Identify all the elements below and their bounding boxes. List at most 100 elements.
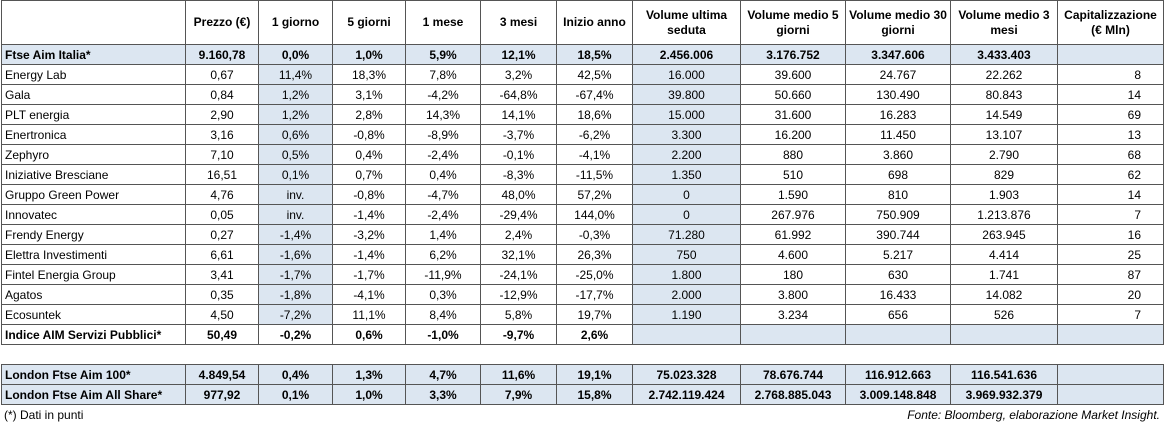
cell: -1,0%: [405, 324, 481, 345]
cell: 16.433: [845, 284, 951, 305]
cell: -0,8%: [332, 184, 406, 205]
header-row: Prezzo (€) 1 giorno 5 giorni 1 mese 3 mesi In…: [1, 0, 1164, 45]
spacer-cell: [405, 344, 481, 365]
cell: 14: [1057, 184, 1164, 205]
cell: 3,41: [185, 264, 259, 285]
cell: 1,0%: [332, 44, 406, 65]
cell: 50.660: [740, 84, 846, 105]
cell: -3,7%: [480, 124, 557, 145]
row-label: Zephyro: [1, 144, 186, 165]
cell: 16: [1057, 224, 1164, 245]
cell: 4.414: [950, 244, 1058, 265]
cell: 1.903: [950, 184, 1058, 205]
row-label: Elettra Investimenti: [1, 244, 186, 265]
cell: inv.: [258, 204, 333, 225]
row-label: Frendy Energy: [1, 224, 186, 245]
cell: 116.912.663: [845, 364, 951, 385]
cell: 25: [1057, 244, 1164, 265]
cell: 18,6%: [556, 104, 633, 125]
cell: 1,2%: [258, 104, 333, 125]
cell: -12,9%: [480, 284, 557, 305]
cell: 144,0%: [556, 204, 633, 225]
cell: 116.541.636: [950, 364, 1058, 385]
header-cell: Volume medio 5 giorni: [740, 0, 846, 45]
cell: 3,2%: [480, 64, 557, 85]
cell: -2,4%: [405, 204, 481, 225]
cell: 1.741: [950, 264, 1058, 285]
spacer-row: [1, 344, 1164, 365]
row-label: Innovatec: [1, 204, 186, 225]
cell: 1.190: [632, 304, 741, 325]
header-cell: [1, 0, 186, 45]
cell: 20: [1057, 284, 1164, 305]
cell: [1057, 384, 1164, 405]
cell: 3,3%: [405, 384, 481, 405]
table-row: PLT energia 2,90 1,2% 2,8% 14,3% 14,1% 18,6% 15…: [1, 104, 1164, 125]
cell: 11.450: [845, 124, 951, 145]
cell: 31.600: [740, 104, 846, 125]
cell: 14,1%: [480, 104, 557, 125]
cell: 39.800: [632, 84, 741, 105]
table-row: Frendy Energy 0,27 -1,4% -3,2% 1,4% 2,4% -0,3%…: [1, 224, 1164, 245]
cell: 87: [1057, 264, 1164, 285]
cell: 3.969.932.379: [950, 384, 1058, 405]
cell: -8,9%: [405, 124, 481, 145]
cell: 11,1%: [332, 304, 406, 325]
cell: -11,5%: [556, 164, 633, 185]
table-row: Zephyro 7,10 0,5% 0,4% -2,4% -0,1% -4,1% 2.200 8…: [1, 144, 1164, 165]
cell: 19,7%: [556, 304, 633, 325]
cell: 4.849,54: [185, 364, 259, 385]
cell: 1,4%: [405, 224, 481, 245]
cell: -6,2%: [556, 124, 633, 145]
source: Fonte: Bloomberg, elaborazione Market In…: [907, 408, 1160, 422]
cell: 3.347.606: [845, 44, 951, 65]
cell: 0,3%: [405, 284, 481, 305]
cell: [1057, 324, 1164, 345]
cell: -8,3%: [480, 164, 557, 185]
cell: 5,9%: [405, 44, 481, 65]
cell: 2,6%: [556, 324, 633, 345]
cell: -1,7%: [332, 264, 406, 285]
cell: [632, 324, 741, 345]
cell: 69: [1057, 104, 1164, 125]
cell: 75.023.328: [632, 364, 741, 385]
cell: 2,4%: [480, 224, 557, 245]
cell: 180: [740, 264, 846, 285]
cell: 2.742.119.424: [632, 384, 741, 405]
cell: -29,4%: [480, 204, 557, 225]
cell: [950, 324, 1058, 345]
cell: -4,2%: [405, 84, 481, 105]
cell: 267.976: [740, 204, 846, 225]
cell: 130.490: [845, 84, 951, 105]
spacer-cell: [1, 344, 186, 365]
cell: 0,7%: [332, 164, 406, 185]
cell: 0,4%: [332, 144, 406, 165]
cell: 4,76: [185, 184, 259, 205]
spacer-cell: [950, 344, 1058, 365]
header-cell: Capitalizzazione (€ Mln): [1057, 0, 1164, 45]
table-row: London Ftse Aim All Share* 977,92 0,1% 1,0%…: [1, 384, 1164, 405]
footnote: (*) Dati in punti: [4, 408, 84, 422]
cell: 0,67: [185, 64, 259, 85]
cell: -9,7%: [480, 324, 557, 345]
cell: 26,3%: [556, 244, 633, 265]
cell: -7,2%: [258, 304, 333, 325]
cell: -1,7%: [258, 264, 333, 285]
cell: 57,2%: [556, 184, 633, 205]
cell: -0,8%: [332, 124, 406, 145]
cell: 0: [632, 184, 741, 205]
spacer-cell: [480, 344, 557, 365]
cell: 0,84: [185, 84, 259, 105]
spacer-cell: [185, 344, 259, 365]
table-row: London Ftse Aim 100* 4.849,54 0,4% 1,3% 4,7%…: [1, 364, 1164, 385]
cell: 810: [845, 184, 951, 205]
cell: 78.676.744: [740, 364, 846, 385]
cell: 1.590: [740, 184, 846, 205]
cell: 68: [1057, 144, 1164, 165]
spacer-cell: [258, 344, 333, 365]
cell: 0,1%: [258, 384, 333, 405]
cell: -25,0%: [556, 264, 633, 285]
cell: -17,7%: [556, 284, 633, 305]
table-row: Innovatec 0,05 inv. -1,4% -2,4% -29,4% 144,0% 0…: [1, 204, 1164, 225]
